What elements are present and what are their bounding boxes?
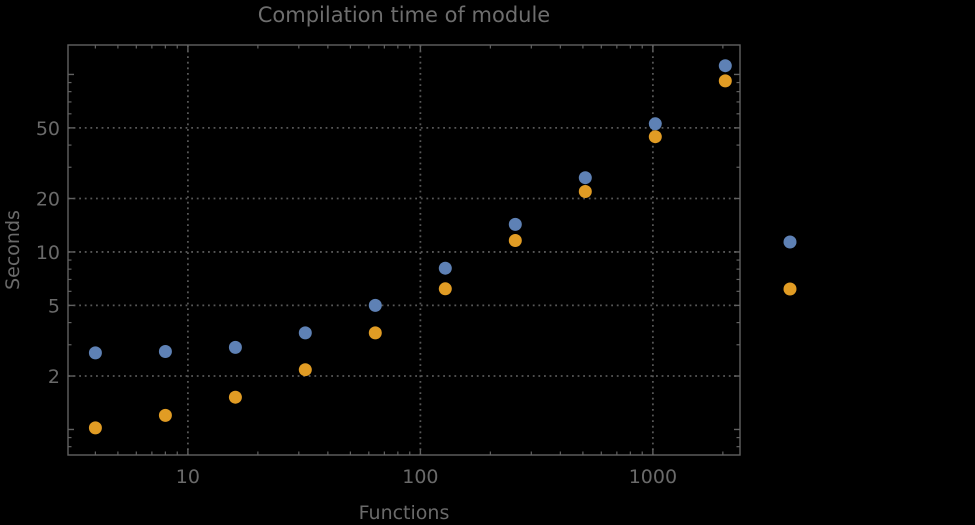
- data-point-series-1-blue: [298, 326, 312, 340]
- x-tick-label: 10: [176, 466, 200, 488]
- y-tick-label: 2: [48, 366, 60, 388]
- chart-title: Compilation time of module: [257, 3, 551, 27]
- data-point-series-2-orange: [158, 408, 172, 422]
- data-point-series-2-orange: [368, 326, 382, 340]
- data-point-series-1-blue: [718, 59, 732, 73]
- x-tick-label: 1000: [629, 466, 677, 488]
- x-tick-label: 100: [402, 466, 438, 488]
- data-point-series-2-orange: [298, 363, 312, 377]
- data-point-series-1-blue: [438, 261, 452, 275]
- data-point-series-1-blue: [158, 345, 172, 358]
- data-point-series-2-orange: [718, 74, 732, 88]
- legend-marker-series-2-orange: [783, 282, 797, 296]
- data-point-series-1-blue: [578, 171, 592, 185]
- data-point-series-1-blue: [228, 340, 242, 354]
- data-point-series-1-blue: [88, 346, 102, 360]
- data-point-series-2-orange: [88, 421, 102, 435]
- data-point-series-2-orange: [648, 130, 662, 144]
- y-tick-label: 10: [36, 242, 60, 264]
- x-axis-label: Functions: [358, 502, 450, 524]
- legend-marker-series-1-blue: [783, 235, 797, 249]
- y-tick-label: 50: [36, 118, 60, 140]
- data-point-series-1-blue: [648, 117, 662, 131]
- data-point-series-1-blue: [368, 298, 382, 312]
- data-point-series-1-blue: [508, 217, 522, 231]
- data-point-series-2-orange: [508, 234, 522, 247]
- plot-frame: [67, 44, 741, 456]
- y-tick-label: 5: [48, 295, 60, 317]
- data-point-series-2-orange: [578, 185, 592, 198]
- data-point-series-2-orange: [438, 282, 452, 296]
- data-point-series-2-orange: [228, 390, 242, 404]
- y-axis-label: Seconds: [2, 210, 24, 290]
- y-tick-label: 20: [36, 189, 60, 211]
